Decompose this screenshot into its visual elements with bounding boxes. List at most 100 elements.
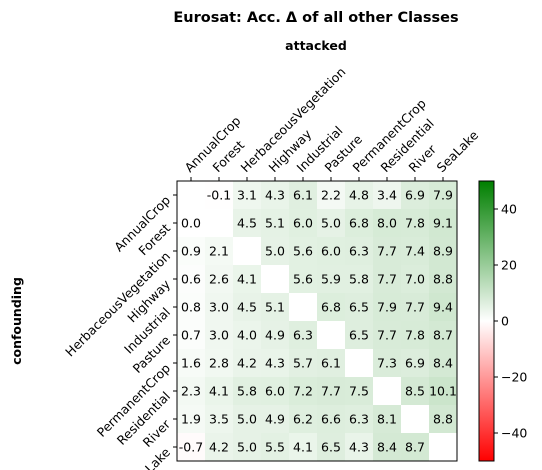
cell-value-label: 4.2 <box>237 356 257 371</box>
cell-value-label: 6.0 <box>265 384 285 399</box>
cell-value-label: 8.8 <box>433 272 453 287</box>
heatmap-cell <box>345 181 373 209</box>
cell-value-label: 2.2 <box>321 188 341 203</box>
cell-value-label: 2.8 <box>209 356 229 371</box>
heatmap-cell <box>373 265 401 293</box>
heatmap-cell <box>205 265 233 293</box>
cell-value-label: 6.5 <box>349 300 369 315</box>
cell-value-label: 4.5 <box>237 216 257 231</box>
heatmap-cell <box>177 265 205 293</box>
heatmap-cell <box>233 405 261 433</box>
cell-value-label: 6.0 <box>321 244 341 259</box>
heatmap-cell <box>429 349 457 377</box>
x-tick-labels: AnnualCropForestHerbaceousVegetationHigh… <box>182 64 481 181</box>
cell-value-label: 1.9 <box>181 412 201 427</box>
cell-value-label: 6.3 <box>349 412 369 427</box>
heatmap-cell <box>401 433 429 461</box>
cell-value-label: 5.6 <box>293 272 313 287</box>
cell-value-label: 7.7 <box>405 300 425 315</box>
cell-value-label: 7.3 <box>377 356 397 371</box>
heatmap-cell <box>317 181 345 209</box>
colorbar-tick-label: −40 <box>501 426 527 441</box>
heatmap-cell <box>261 349 289 377</box>
cell-value-label: 6.3 <box>349 244 369 259</box>
cell-value-label: 5.9 <box>321 272 341 287</box>
cell-value-label: 7.7 <box>377 328 397 343</box>
heatmap-cell <box>177 349 205 377</box>
cell-value-label: 2.6 <box>209 272 229 287</box>
cell-value-label: 6.5 <box>349 328 369 343</box>
heatmap-cell <box>233 181 261 209</box>
cell-value-label: 4.1 <box>237 272 257 287</box>
heatmap-cell <box>289 321 317 349</box>
cell-value-label: 5.1 <box>265 300 285 315</box>
heatmap-cell <box>317 209 345 237</box>
heatmap-cell <box>317 405 345 433</box>
heatmap-cell <box>205 181 233 209</box>
cell-value-label: -0.7 <box>179 440 203 455</box>
cell-value-label: 0.0 <box>181 216 201 231</box>
heatmap-cell <box>401 321 429 349</box>
cell-value-label: 7.0 <box>405 272 425 287</box>
cell-value-label: 5.8 <box>237 384 257 399</box>
cell-value-label: -0.1 <box>207 188 231 203</box>
heatmap-cell <box>317 433 345 461</box>
cell-value-label: 0.7 <box>181 328 201 343</box>
heatmap-cell <box>345 405 373 433</box>
cell-value-label: 6.1 <box>321 356 341 371</box>
cell-value-label: 7.9 <box>433 188 453 203</box>
cell-value-label: 7.7 <box>377 244 397 259</box>
cell-value-label: 2.3 <box>181 384 201 399</box>
colorbar: −40 −20 0 20 40 <box>478 180 527 462</box>
heatmap-cell <box>289 433 317 461</box>
cell-value-label: 5.1 <box>265 216 285 231</box>
heatmap-cell <box>289 181 317 209</box>
cell-value-label: 6.8 <box>349 216 369 231</box>
colorbar-tick-label: 40 <box>501 202 517 217</box>
heatmap-cell <box>205 293 233 321</box>
cell-value-label: 0.9 <box>181 244 201 259</box>
y-tick-labels: AnnualCropForestHerbaceousVegetationHigh… <box>62 192 177 470</box>
cell-value-label: 8.0 <box>377 216 397 231</box>
heatmap-cell <box>177 405 205 433</box>
heatmap-cell <box>317 321 345 349</box>
heatmap-cell <box>401 349 429 377</box>
heatmap-cell <box>289 405 317 433</box>
heatmap-cell <box>345 433 373 461</box>
cell-value-label: 7.7 <box>321 384 341 399</box>
heatmap-cell <box>233 265 261 293</box>
heatmap-cell <box>233 237 261 265</box>
heatmap-cell <box>177 321 205 349</box>
cell-value-label: 4.1 <box>293 440 313 455</box>
heatmap-cell <box>205 237 233 265</box>
cell-value-label: 5.5 <box>265 440 285 455</box>
heatmap-cell <box>429 293 457 321</box>
cell-value-label: 0.8 <box>181 300 201 315</box>
heatmap-cell <box>205 377 233 405</box>
heatmap-cell <box>317 293 345 321</box>
cell-value-label: 7.9 <box>377 300 397 315</box>
cell-value-label: 4.1 <box>209 384 229 399</box>
cell-value-label: 4.0 <box>237 328 257 343</box>
cell-value-label: 5.8 <box>349 272 369 287</box>
heatmap-cell <box>429 405 457 433</box>
heatmap-cell <box>401 181 429 209</box>
heatmap-cell <box>233 377 261 405</box>
heatmap-cell <box>205 349 233 377</box>
heatmap-cell <box>401 265 429 293</box>
heatmap-cell <box>233 433 261 461</box>
cell-value-label: 7.5 <box>349 384 369 399</box>
cell-value-label: 4.5 <box>237 300 257 315</box>
heatmap-cell <box>345 265 373 293</box>
cell-value-label: 3.4 <box>377 188 397 203</box>
chart-title: Eurosat: Acc. Δ of all other Classes <box>173 10 458 26</box>
colorbar-tick-label: 0 <box>501 314 509 329</box>
heatmap-cell <box>345 321 373 349</box>
plot-frame <box>176 180 458 462</box>
heatmap-cell <box>317 237 345 265</box>
cell-value-label: 8.8 <box>433 412 453 427</box>
cell-value-label: 4.3 <box>349 440 369 455</box>
colorbar-gradient <box>478 180 495 462</box>
heatmap-cell <box>261 433 289 461</box>
x-axis-label: attacked <box>285 38 347 53</box>
